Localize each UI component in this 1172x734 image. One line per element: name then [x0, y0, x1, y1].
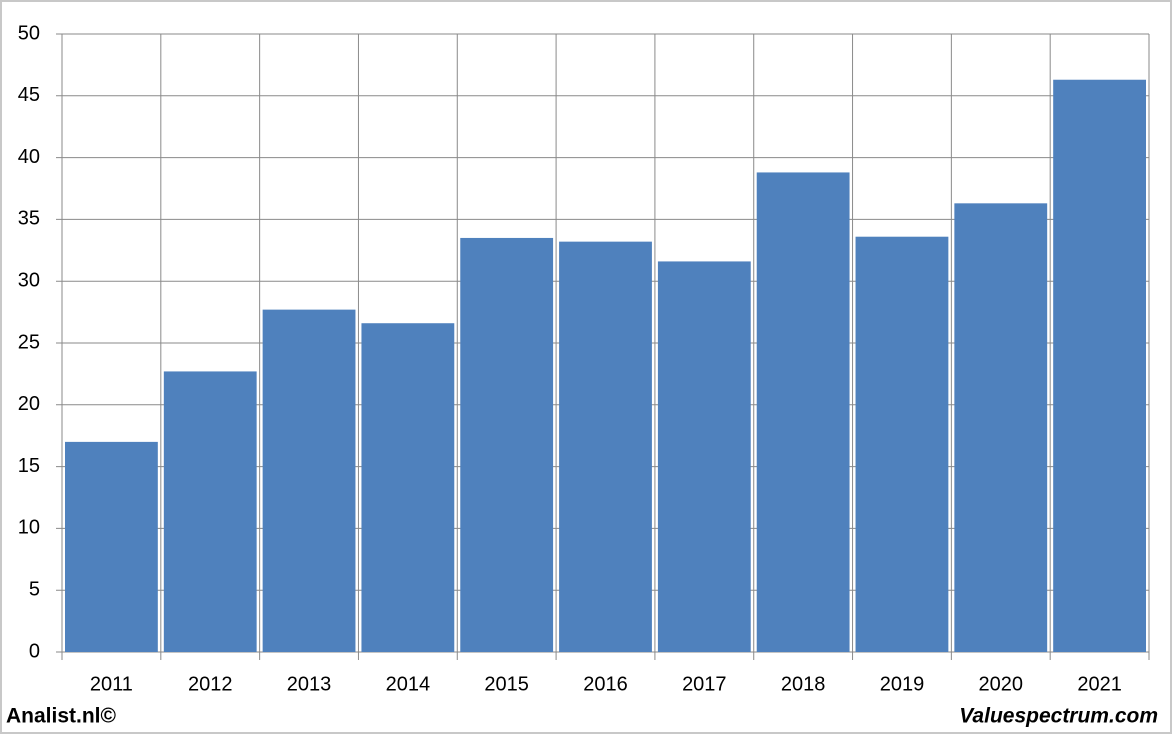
bar	[559, 241, 652, 652]
x-tick-label: 2020	[979, 673, 1024, 695]
x-tick-label: 2015	[484, 673, 529, 695]
bar	[361, 323, 455, 652]
x-tick-label: 2014	[386, 673, 431, 695]
bar	[855, 236, 949, 653]
y-tick-label: 30	[18, 269, 40, 291]
y-tick-label: 15	[18, 455, 40, 477]
x-tick-label: 2016	[583, 673, 628, 695]
bar	[163, 371, 257, 652]
y-tick-label: 40	[18, 146, 40, 168]
x-tick-label: 2012	[188, 673, 233, 695]
bar	[65, 441, 158, 652]
y-tick-label: 0	[29, 640, 40, 662]
x-tick-label: 2013	[287, 673, 332, 695]
credit-right: Valuespectrum.com	[959, 705, 1158, 728]
y-tick-label: 20	[18, 393, 40, 415]
bar	[657, 261, 751, 652]
x-tick-label: 2019	[880, 673, 925, 695]
bar	[262, 309, 356, 652]
bar	[460, 237, 554, 652]
y-tick-label: 5	[29, 578, 40, 600]
x-tick-label: 2021	[1077, 673, 1122, 695]
y-tick-label: 10	[18, 517, 40, 539]
y-tick-label: 35	[18, 208, 40, 230]
x-tick-label: 2011	[90, 673, 133, 695]
bar	[954, 203, 1048, 652]
y-tick-label: 50	[18, 22, 40, 44]
y-tick-label: 25	[18, 331, 40, 353]
bar	[1053, 79, 1146, 653]
x-tick-label: 2017	[682, 673, 727, 695]
credit-left: Analist.nl©	[6, 705, 117, 728]
bar	[756, 172, 850, 652]
x-tick-label: 2018	[781, 673, 826, 695]
y-tick-label: 45	[18, 84, 40, 106]
